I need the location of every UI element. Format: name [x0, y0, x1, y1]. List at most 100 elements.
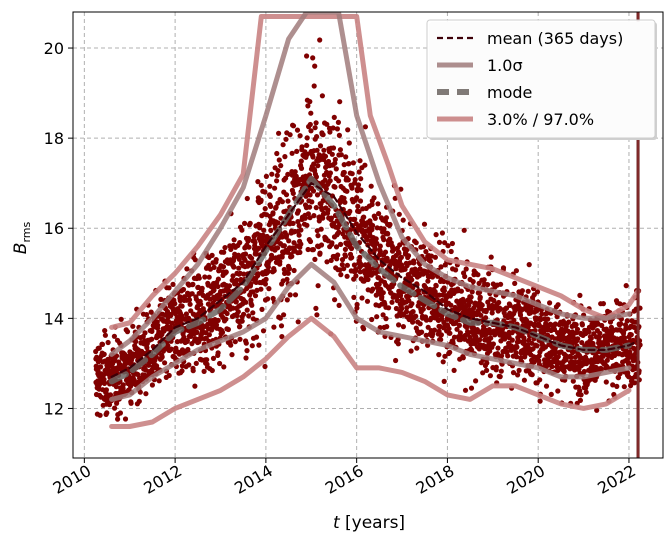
scatter-point — [253, 334, 260, 340]
scatter-point — [284, 232, 290, 238]
scatter-point — [514, 344, 520, 350]
scatter-point — [356, 169, 362, 175]
scatter-point — [247, 220, 253, 226]
scatter-point — [249, 255, 255, 261]
scatter-point — [396, 322, 402, 328]
scatter-point — [511, 317, 517, 323]
legend: mean (365 days) 1.0σ mode 3.0% / 97.0% — [426, 19, 657, 140]
scatter-point — [441, 278, 447, 285]
scatter-point — [628, 383, 634, 389]
scatter-point — [346, 140, 352, 146]
legend-label: mode — [487, 83, 532, 102]
scatter-point — [538, 317, 544, 323]
scatter-point — [397, 242, 403, 248]
scatter-point — [527, 310, 534, 316]
scatter-point — [467, 334, 473, 340]
scatter-point — [623, 283, 629, 289]
scatter-point — [168, 346, 174, 352]
scatter-point — [290, 190, 296, 196]
scatter-point — [337, 147, 343, 153]
scatter-point — [552, 321, 559, 327]
scatter-point — [295, 319, 301, 325]
scatter-point — [307, 192, 313, 198]
scatter-point — [103, 387, 109, 393]
scatter-point — [470, 279, 476, 285]
scatter-point — [225, 326, 231, 333]
scatter-point — [242, 220, 248, 226]
scatter-point — [220, 264, 227, 270]
scatter-point — [438, 337, 444, 343]
scatter-point — [333, 244, 340, 250]
scatter-point — [286, 238, 292, 244]
scatter-point — [142, 330, 148, 336]
scatter-point — [244, 348, 250, 354]
scatter-point — [271, 324, 277, 330]
scatter-point — [190, 281, 196, 287]
scatter-point — [308, 128, 314, 134]
series-line — [109, 261, 632, 402]
scatter-point — [120, 382, 126, 388]
scatter-point — [177, 298, 183, 304]
scatter-point — [98, 364, 104, 370]
scatter-point — [190, 368, 196, 374]
scatter-point — [233, 299, 239, 305]
scatter-point — [339, 262, 345, 268]
scatter-point — [274, 172, 280, 178]
scatter-point — [102, 332, 108, 338]
scatter-point — [327, 178, 333, 184]
scatter-point — [333, 166, 339, 172]
scatter-point — [170, 281, 176, 287]
scatter-point — [344, 188, 350, 194]
scatter-point — [380, 312, 386, 318]
scatter-point — [315, 283, 321, 289]
scatter-point — [255, 271, 261, 277]
scatter-point — [383, 316, 389, 322]
scatter-point — [313, 174, 319, 180]
scatter-point — [621, 384, 627, 390]
scatter-point — [624, 318, 630, 324]
scatter-point — [193, 360, 199, 366]
scatter-point — [342, 253, 349, 259]
scatter-point — [555, 354, 561, 360]
scatter-point — [372, 215, 378, 221]
scatter-point — [570, 378, 576, 384]
scatter-point — [285, 171, 291, 177]
scatter-point — [335, 252, 341, 258]
scatter-point — [491, 298, 497, 304]
scatter-point — [325, 207, 331, 213]
scatter-point — [561, 368, 567, 374]
scatter-point — [368, 183, 374, 189]
scatter-point — [338, 272, 344, 278]
scatter-point — [307, 204, 313, 210]
scatter-point — [469, 347, 475, 353]
scatter-point — [107, 392, 114, 398]
scatter-point — [384, 324, 390, 330]
scatter-point — [149, 336, 155, 342]
scatter-point — [295, 219, 301, 225]
scatter-point — [498, 306, 504, 312]
scatter-point — [486, 339, 492, 345]
scatter-point — [477, 337, 483, 343]
scatter-point — [594, 407, 600, 413]
x-tick-label: 2014 — [231, 461, 276, 498]
scatter-point — [305, 246, 311, 253]
scatter-point — [278, 323, 285, 329]
scatter-point — [285, 270, 291, 276]
scatter-point — [274, 178, 280, 184]
scatter-point — [453, 267, 459, 273]
scatter-point — [353, 273, 359, 279]
scatter-point — [226, 288, 232, 294]
scatter-point — [481, 277, 487, 283]
scatter-point — [252, 239, 258, 245]
scatter-point — [485, 282, 491, 288]
scatter-point — [320, 198, 326, 204]
scatter-point — [241, 311, 247, 317]
scatter-point — [265, 296, 271, 302]
scatter-point — [400, 324, 406, 330]
scatter-point — [310, 188, 317, 194]
scatter-point — [254, 287, 260, 293]
scatter-point — [342, 246, 348, 252]
scatter-point — [385, 231, 391, 237]
scatter-point — [357, 158, 363, 164]
y-axis-sub: rms — [20, 222, 33, 243]
